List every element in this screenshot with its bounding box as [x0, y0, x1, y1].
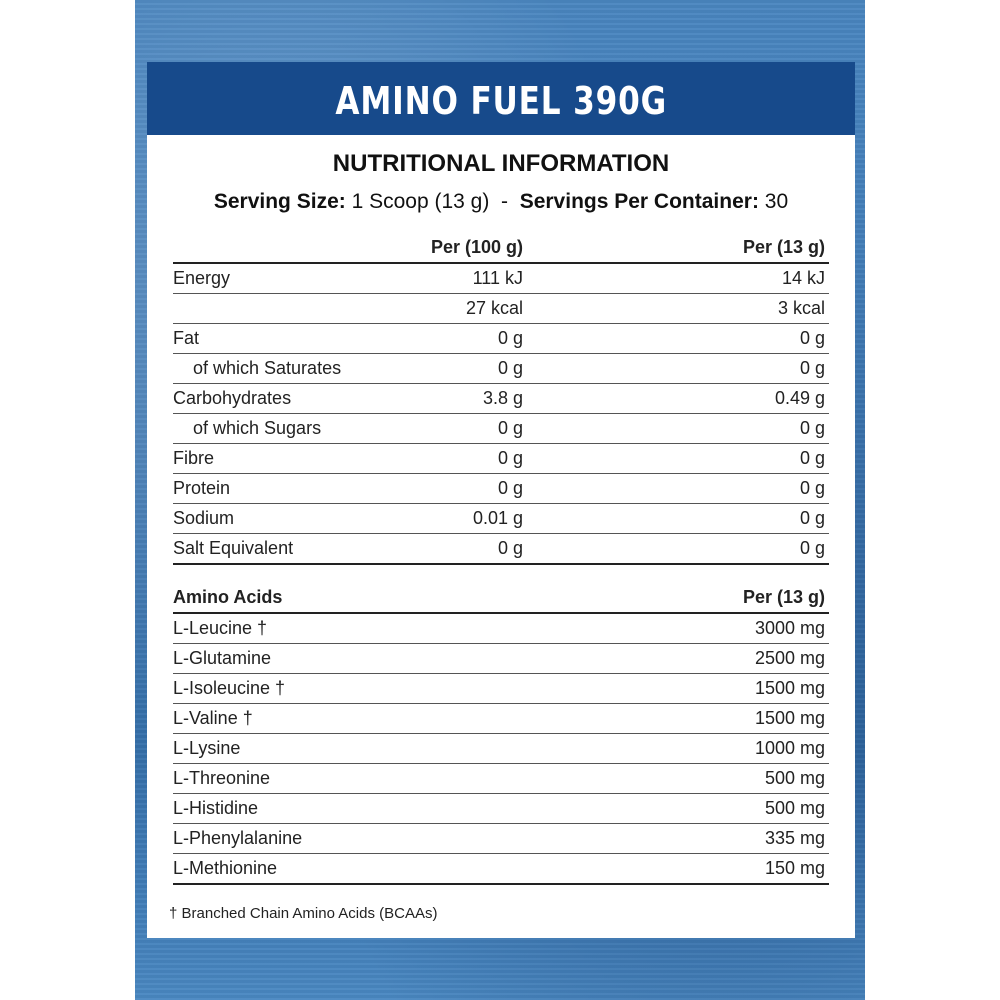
nutrient-per-serving: 0 g — [799, 508, 825, 528]
nutrient-name: of which Sugars — [193, 418, 322, 438]
nutrition-row: of which Sugars 0 g 0 g — [173, 414, 829, 444]
amino-acid-name: L-Lysine — [173, 738, 241, 758]
nutrient-per-serving: 14 kJ — [781, 268, 825, 288]
amino-acid-name: L-Isoleucine † — [173, 678, 286, 698]
nutrition-row: Sodium 0.01 g 0 g — [173, 504, 829, 534]
amino-acid-amount: 3000 mg — [754, 618, 825, 638]
amino-acid-row: L-Histidine 500 mg — [173, 794, 829, 824]
nutrient-per-serving: 0 g — [799, 448, 825, 468]
nutrient-per-serving: 0 g — [799, 358, 825, 378]
serving-info: Serving Size: 1 Scoop (13 g) - Servings … — [147, 190, 855, 214]
amino-acid-name: L-Leucine † — [173, 618, 268, 638]
nutrition-table: Per (100 g) Per (13 g) Energy 111 kJ 14 kJ… — [173, 233, 829, 565]
amino-acid-row: L-Isoleucine † 1500 mg — [173, 674, 829, 704]
amino-acid-row: L-Leucine † 3000 mg — [173, 614, 829, 644]
nutrient-name: Carbohydrates — [173, 388, 292, 408]
nutrient-name: Fibre — [173, 448, 215, 468]
per-100g-header: Per (100 g) — [430, 237, 523, 257]
amino-acid-name: L-Glutamine — [173, 648, 272, 668]
amino-acid-name: L-Methionine — [173, 858, 278, 878]
amino-acid-row: L-Phenylalanine 335 mg — [173, 824, 829, 854]
amino-acid-amount: 1000 mg — [754, 738, 825, 758]
amino-acid-row: L-Methionine 150 mg — [173, 854, 829, 885]
nutrient-per-serving: 0 g — [799, 538, 825, 558]
nutrient-per-100g: 27 kcal — [465, 298, 523, 318]
section-heading: NUTRITIONAL INFORMATION — [332, 150, 670, 177]
amino-acid-amount: 500 mg — [764, 768, 825, 788]
nutrient-per-serving: 3 kcal — [777, 298, 825, 318]
product-title: AMINO FUEL 390G — [335, 79, 667, 123]
nutrition-row: Salt Equivalent 0 g 0 g — [173, 534, 829, 565]
amino-acid-name: L-Threonine — [173, 768, 271, 788]
nutrition-row: 27 kcal 3 kcal — [173, 294, 829, 324]
amino-acid-name: L-Histidine — [173, 798, 259, 818]
nutrition-header-row: Per (100 g) Per (13 g) — [173, 233, 829, 264]
nutrition-row: Fibre 0 g 0 g — [173, 444, 829, 474]
amino-acid-row: L-Glutamine 2500 mg — [173, 644, 829, 674]
amino-acid-name: L-Valine † — [173, 708, 253, 728]
nutrition-row: Protein 0 g 0 g — [173, 474, 829, 504]
nutrient-per-100g: 0 g — [497, 358, 523, 378]
nutrition-row: of which Saturates 0 g 0 g — [173, 354, 829, 384]
nutrition-row: Energy 111 kJ 14 kJ — [173, 264, 829, 294]
servings-per-container-value: 30 — [764, 190, 789, 213]
nutrient-per-100g: 0 g — [497, 328, 523, 348]
amino-acid-amount: 150 mg — [764, 858, 825, 878]
amino-per-serving-header: Per (13 g) — [742, 587, 825, 607]
nutrient-name: Energy — [173, 268, 231, 288]
nutrient-per-100g: 0 g — [497, 448, 523, 468]
nutrient-per-serving: 0 g — [799, 478, 825, 498]
amino-header-row: Amino Acids Per (13 g) — [173, 583, 829, 614]
amino-acid-amount: 335 mg — [764, 828, 825, 848]
per-serving-header: Per (13 g) — [742, 237, 825, 257]
nutrition-row: Carbohydrates 3.8 g 0.49 g — [173, 384, 829, 414]
nutrition-label-card: AMINO FUEL 390G NUTRITIONAL INFORMATION … — [147, 62, 855, 938]
nutrient-name: Protein — [173, 478, 231, 498]
nutrient-name: Fat — [173, 328, 200, 348]
amino-acid-amount: 1500 mg — [754, 708, 825, 728]
nutrient-per-serving: 0.49 g — [774, 388, 825, 408]
nutrient-name: Sodium — [173, 508, 235, 528]
amino-acids-header: Amino Acids — [173, 587, 283, 607]
nutrient-name: Salt Equivalent — [173, 538, 294, 558]
servings-per-container-label: Servings Per Container: — [519, 190, 759, 213]
amino-acid-row: L-Threonine 500 mg — [173, 764, 829, 794]
amino-acid-amount: 1500 mg — [754, 678, 825, 698]
nutrient-per-100g: 0.01 g — [472, 508, 523, 528]
amino-acid-row: L-Valine † 1500 mg — [173, 704, 829, 734]
serving-size-label: Serving Size: — [213, 190, 346, 213]
nutrient-per-100g: 0 g — [497, 538, 523, 558]
amino-acid-name: L-Phenylalanine — [173, 828, 303, 848]
amino-acid-amount: 2500 mg — [754, 648, 825, 668]
nutrient-per-serving: 0 g — [799, 418, 825, 438]
title-banner: AMINO FUEL 390G — [147, 62, 855, 135]
nutrient-per-100g: 3.8 g — [482, 388, 523, 408]
bcaa-footnote: † Branched Chain Amino Acids (BCAAs) — [169, 905, 438, 922]
nutrient-per-serving: 0 g — [799, 328, 825, 348]
nutrient-per-100g: 0 g — [497, 478, 523, 498]
nutrient-per-100g: 0 g — [497, 418, 523, 438]
amino-acid-amount: 500 mg — [764, 798, 825, 818]
nutrition-row: Fat 0 g 0 g — [173, 324, 829, 354]
nutrient-per-100g: 111 kJ — [472, 268, 523, 288]
amino-acid-row: L-Lysine 1000 mg — [173, 734, 829, 764]
nutrient-name: of which Saturates — [193, 358, 342, 378]
amino-acids-table: Amino Acids Per (13 g) L-Leucine † 3000 m… — [173, 583, 829, 885]
serving-separator: - — [501, 190, 509, 213]
serving-size-value: 1 Scoop (13 g) — [351, 190, 490, 213]
